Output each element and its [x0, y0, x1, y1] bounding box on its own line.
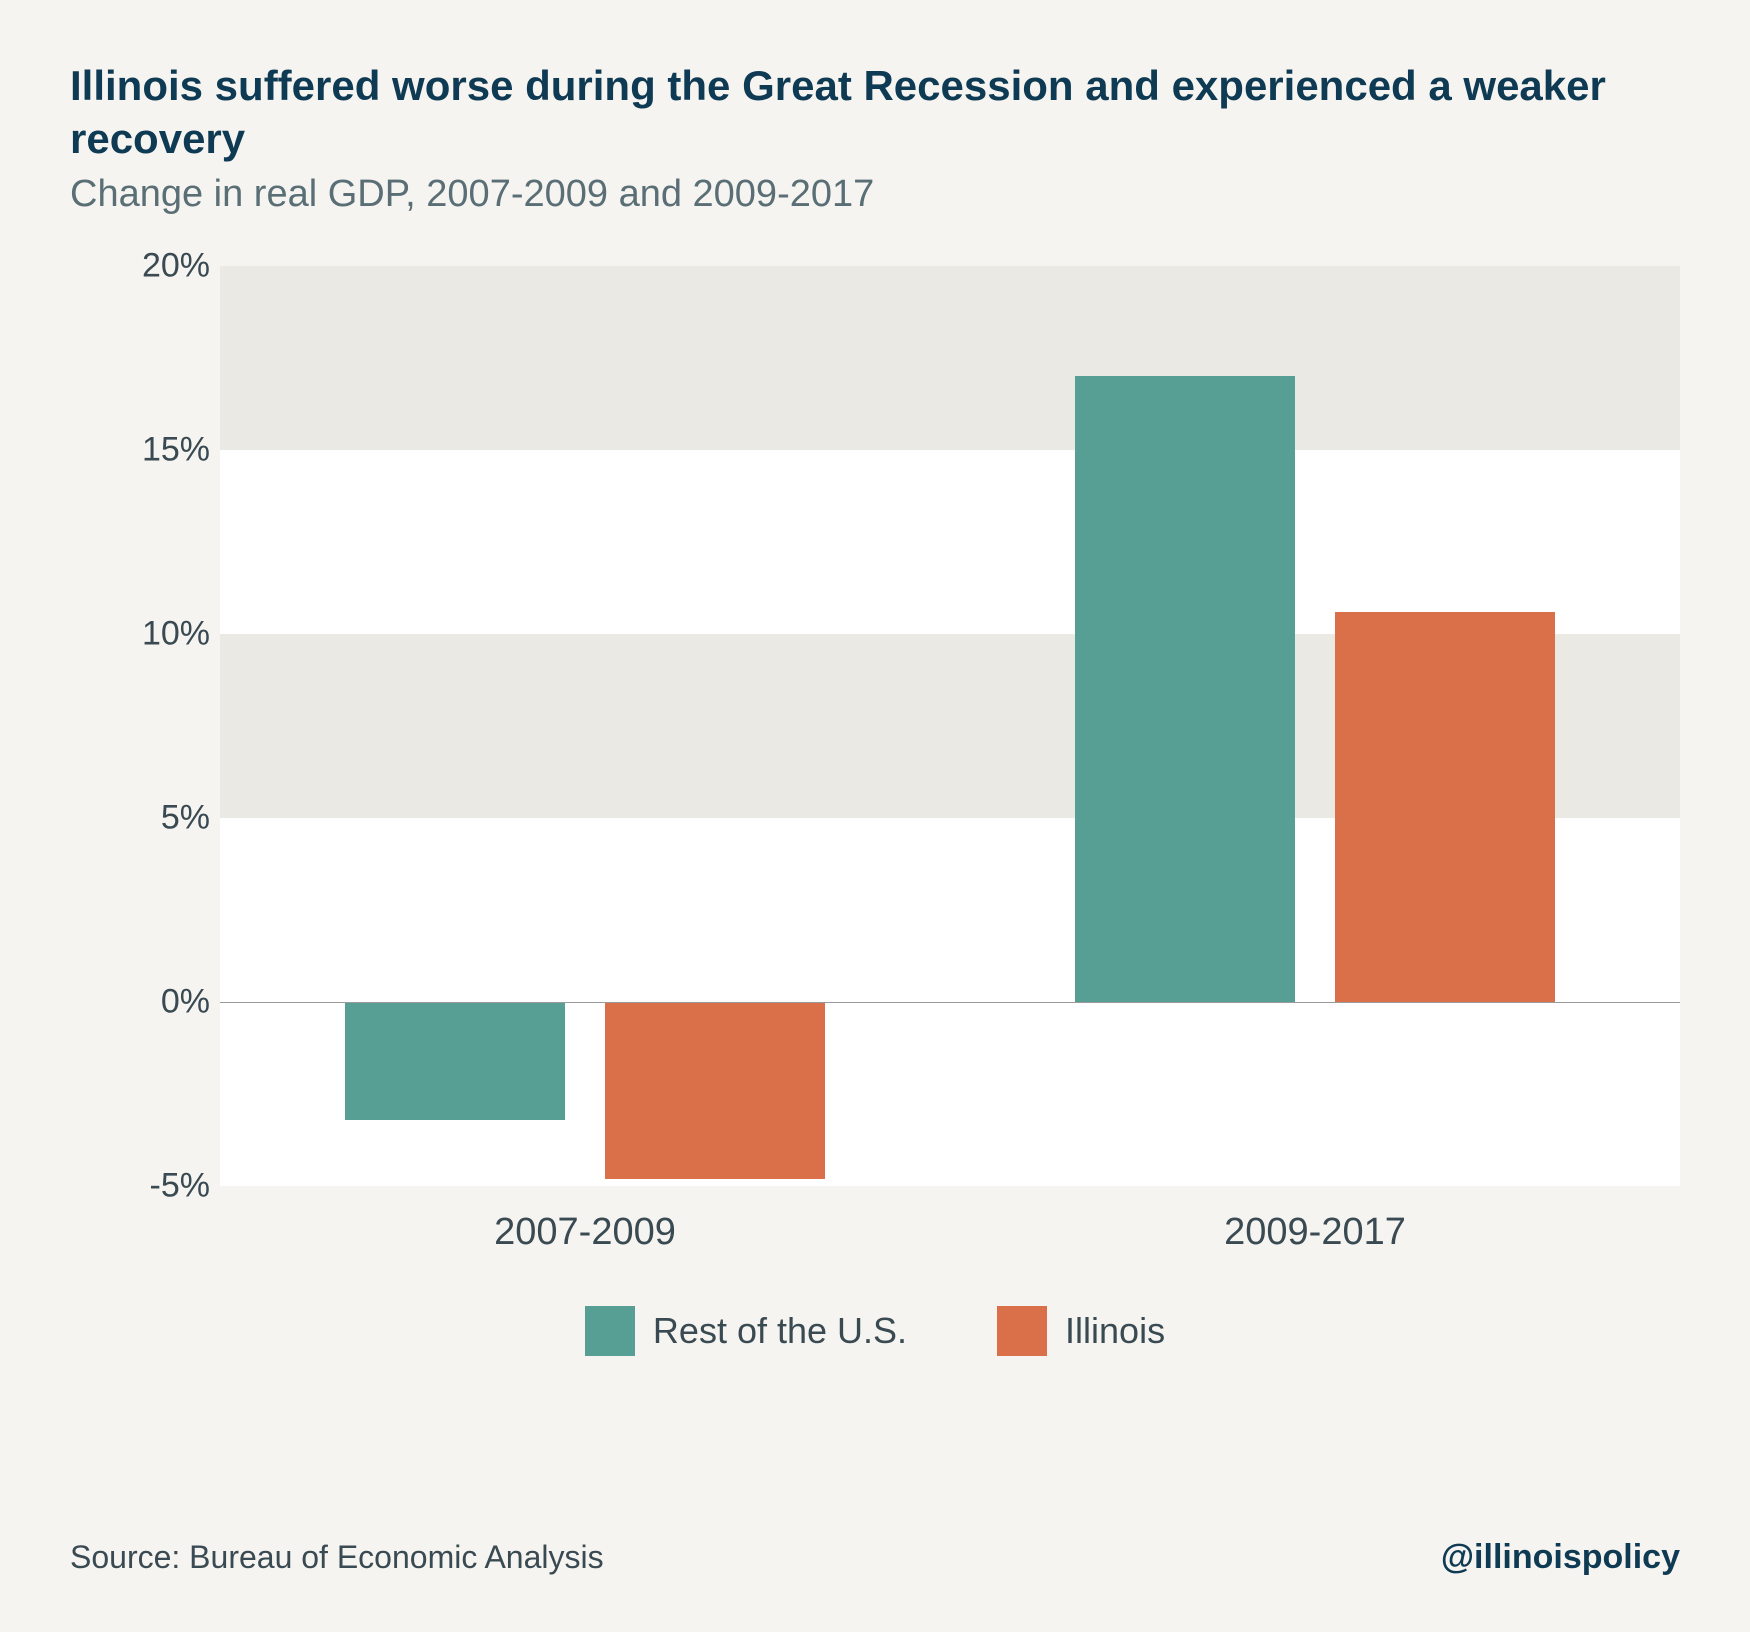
x-tick-label: 2009-2017 — [1224, 1211, 1406, 1254]
legend-swatch — [997, 1306, 1047, 1356]
x-tick-label: 2007-2009 — [494, 1211, 676, 1254]
chart-card: Illinois suffered worse during the Great… — [0, 0, 1750, 1632]
bar — [605, 1002, 825, 1179]
bar — [345, 1002, 565, 1120]
bar — [1075, 376, 1295, 1002]
bar — [1335, 612, 1555, 1002]
handle-text: @illinoispolicy — [1441, 1538, 1680, 1577]
chart-subtitle: Change in real GDP, 2007-2009 and 2009-2… — [70, 173, 1680, 216]
legend: Rest of the U.S. Illinois — [70, 1306, 1680, 1356]
y-tick-label: 10% — [100, 615, 210, 654]
plot-area — [220, 266, 1680, 1186]
legend-item: Illinois — [997, 1306, 1165, 1356]
source-text: Source: Bureau of Economic Analysis — [70, 1539, 604, 1576]
grid-band — [220, 266, 1680, 450]
chart-title: Illinois suffered worse during the Great… — [70, 60, 1680, 165]
y-tick-label: 5% — [100, 799, 210, 838]
zero-line — [220, 1002, 1680, 1003]
y-tick-label: 20% — [100, 247, 210, 286]
legend-swatch — [585, 1306, 635, 1356]
y-tick-label: -5% — [100, 1167, 210, 1206]
y-tick-label: 15% — [100, 431, 210, 470]
chart-area: -5%0%5%10%15%20% 2007-20092009-2017 — [100, 266, 1680, 1276]
legend-label: Rest of the U.S. — [653, 1310, 907, 1352]
legend-label: Illinois — [1065, 1310, 1165, 1352]
legend-item: Rest of the U.S. — [585, 1306, 907, 1356]
y-tick-label: 0% — [100, 983, 210, 1022]
chart-footer: Source: Bureau of Economic Analysis @ill… — [70, 1538, 1680, 1577]
